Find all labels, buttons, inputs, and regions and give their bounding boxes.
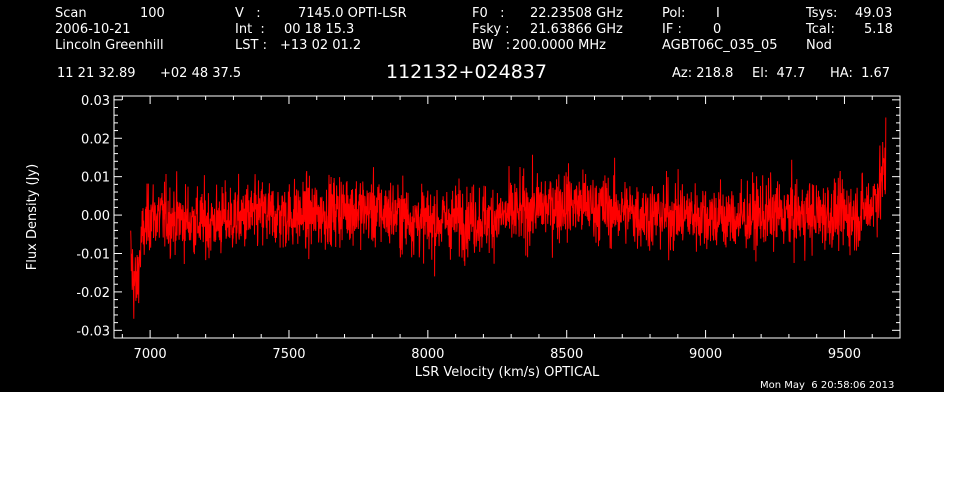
polarization-value: I [716,6,720,21]
ticks-layer: 7000 7500 8000 8500 9000 9500 -0.03 -0.02 -0.01 0… [76,94,901,362]
x-tick-label: 8500 [550,347,583,362]
plot-frame [113,95,901,339]
integration-label: Int : [235,22,265,37]
y-tick-label: 0.00 [81,209,110,224]
x-tick-label: 9500 [828,347,861,362]
bandwidth-label: BW : [472,38,511,53]
tcal-value: 5.18 [864,22,893,37]
declination: +02 48 37.5 [160,66,242,81]
y-tick-label: 0.01 [81,171,110,186]
x-tick-label: 9000 [689,347,722,362]
observation-date: 2006-10-21 [55,22,131,37]
plot-timestamp: Mon May 6 20:58:06 2013 [760,380,895,391]
hour-angle: HA: 1.67 [830,66,891,81]
lst-label: LST : [235,38,267,53]
rest-freq-label: F0 : [472,6,505,21]
integration-value: 00 18 15.3 [284,22,355,37]
rest-freq-value: 22.23508 GHz [530,6,623,21]
sky-freq-label: Fsky : [472,22,510,37]
x-tick-label: 8000 [411,347,444,362]
lst-value: +13 02 01.2 [280,38,362,53]
observer-name: Lincoln Greenhill [55,38,164,53]
if-label: IF : [662,22,682,37]
source-name: 112132+024837 [386,61,547,83]
polarization-label: Pol: [662,6,686,21]
x-axis-label: LSR Velocity (km/s) OPTICAL [415,365,600,380]
right-ascension: 11 21 32.89 [57,66,136,81]
flux-series-line [130,117,887,319]
elevation: El: 47.7 [752,66,806,81]
series-layer [130,117,887,319]
flux-spectrum-chart: 7000 7500 8000 8500 9000 9500 -0.03 -0.02 -0.01 0… [25,94,901,380]
scan-label: Scan [55,6,87,21]
x-tick-label: 7000 [134,347,167,362]
velocity-label: V : [235,6,261,21]
plot-panel: Scan 100 2006-10-21 Lincoln Greenhill V … [0,0,944,392]
y-tick-label: -0.01 [76,247,110,262]
scan-value: 100 [140,6,165,21]
y-tick-label: 0.02 [81,132,110,147]
bandwidth-value: 200.0000 MHz [512,38,606,53]
sky-freq-value: 21.63866 GHz [530,22,623,37]
y-tick-label: -0.02 [76,286,110,301]
project-id: AGBT06C_035_05 [662,38,778,53]
tsys-label: Tsys: [806,6,838,21]
y-tick-label: 0.03 [81,94,110,109]
if-value: 0 [713,22,722,37]
tsys-value: 49.03 [855,6,893,21]
observing-mode: Nod [806,38,832,53]
velocity-value: 7145.0 OPTI-LSR [298,6,407,21]
y-axis-label: Flux Density (Jy) [25,164,40,270]
y-tick-label: -0.03 [76,324,110,339]
azimuth: Az: 218.8 [672,66,734,81]
x-tick-label: 7500 [272,347,305,362]
tcal-label: Tcal: [806,22,835,37]
